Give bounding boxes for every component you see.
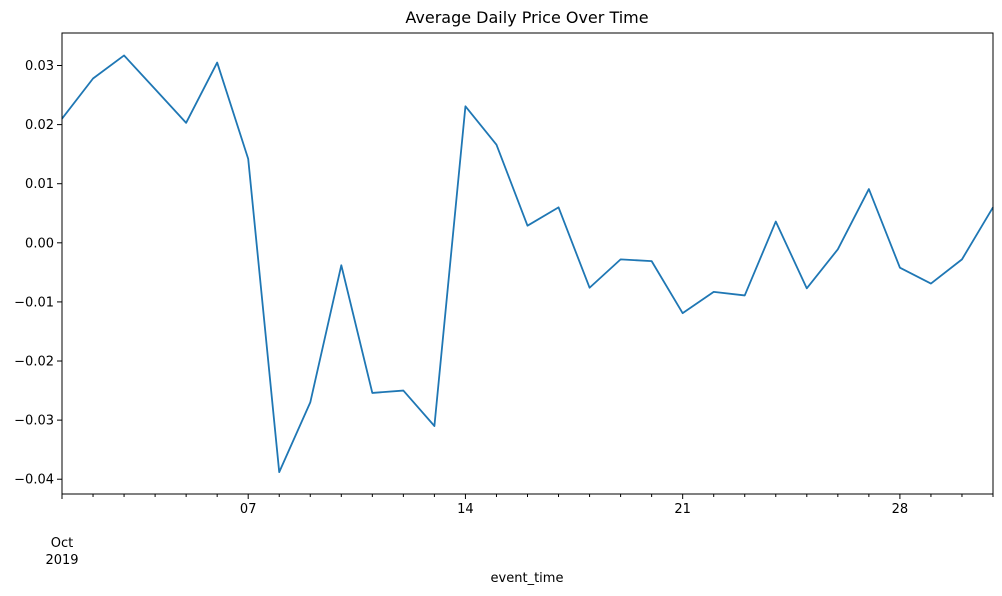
x-tick-label: 14 bbox=[457, 502, 474, 517]
y-axis-ticks: 0.03 0.02 0.01 0.00 −0.01 −0.02 −0.03 −0.04 bbox=[14, 59, 62, 488]
x-axis-ticks: 07 14 21 28 bbox=[61, 494, 994, 517]
plot-area-frame bbox=[61, 32, 994, 495]
x-tick-label: 07 bbox=[240, 502, 257, 517]
x-tick-label: 21 bbox=[674, 502, 691, 517]
y-tick-label: −0.03 bbox=[14, 414, 54, 429]
series-layer bbox=[61, 54, 994, 474]
y-tick-label: 0.00 bbox=[25, 236, 54, 251]
y-tick-label: 0.01 bbox=[25, 177, 54, 192]
x-tick-label: 28 bbox=[892, 502, 909, 517]
y-tick-label: −0.01 bbox=[14, 295, 54, 310]
x-start-label: Oct 2019 bbox=[45, 536, 78, 568]
y-tick-label: 0.03 bbox=[25, 59, 54, 74]
chart-title: Average Daily Price Over Time bbox=[405, 8, 648, 27]
x-start-label-line: 2019 bbox=[45, 553, 78, 568]
series-line bbox=[61, 54, 994, 474]
x-start-label-line: Oct bbox=[51, 536, 73, 551]
y-tick-label: −0.04 bbox=[14, 473, 54, 488]
y-tick-label: −0.02 bbox=[14, 355, 54, 370]
y-tick-label: 0.02 bbox=[25, 118, 54, 133]
x-axis-label: event_time bbox=[491, 571, 564, 586]
